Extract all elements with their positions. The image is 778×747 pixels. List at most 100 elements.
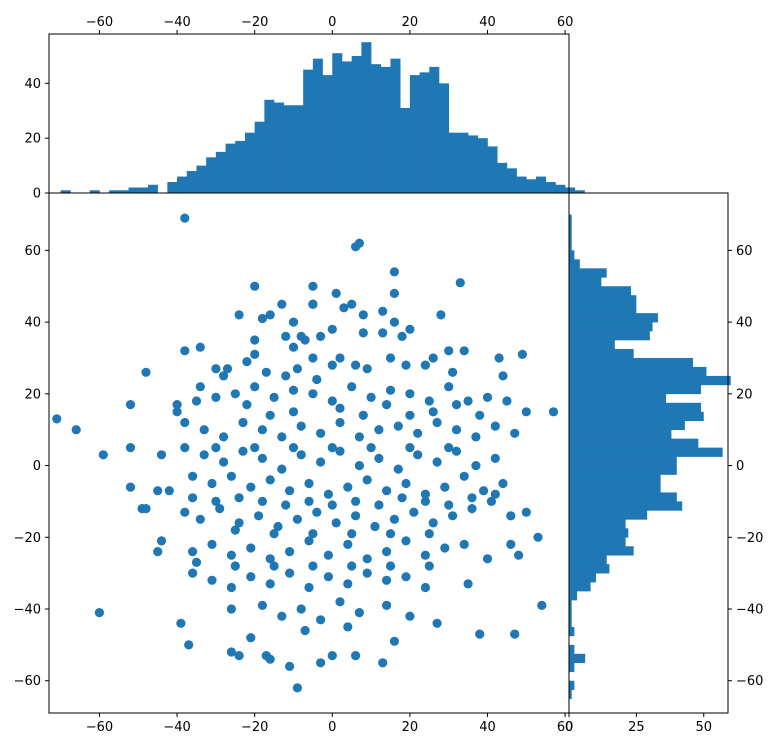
right-histogram-bar xyxy=(569,573,596,583)
scatter-point xyxy=(459,346,469,356)
right-histogram-bar xyxy=(569,564,610,574)
scatter-point xyxy=(347,561,357,571)
top-histogram-bar xyxy=(429,66,440,193)
scatter-point xyxy=(362,475,372,485)
scatter-point xyxy=(548,407,559,417)
scatter-point xyxy=(180,507,190,517)
right-y-tick-label: 0 xyxy=(736,459,744,474)
top-histogram-bar xyxy=(332,53,343,193)
scatter-point xyxy=(436,310,446,320)
scatter-point xyxy=(370,521,380,532)
right-x-tick-label: 50 xyxy=(695,720,712,735)
x-tick-label: −60 xyxy=(86,720,113,735)
top-histogram-bar xyxy=(506,168,517,193)
scatter-point xyxy=(316,615,326,625)
scatter-point xyxy=(366,392,376,402)
right-histogram-bar xyxy=(569,537,626,547)
scatter-point xyxy=(156,536,167,546)
right-histogram-bar xyxy=(569,617,572,628)
y-tick-label: 40 xyxy=(24,316,41,331)
scatter-point xyxy=(378,306,388,316)
scatter-point xyxy=(261,367,271,377)
right-histogram-bar xyxy=(569,357,693,368)
scatter-point xyxy=(482,392,493,402)
scatter-point xyxy=(265,554,275,564)
scatter-point xyxy=(448,511,458,521)
right-histogram-bar xyxy=(569,501,683,511)
scatter-point xyxy=(273,521,283,532)
right-histogram-bar xyxy=(569,277,602,287)
scatter-point xyxy=(382,400,392,410)
scatter-point xyxy=(401,572,411,582)
top-histogram-bar xyxy=(371,64,382,193)
right-histogram-bar xyxy=(569,304,637,314)
scatter-point xyxy=(537,600,547,611)
scatter-point xyxy=(389,514,399,524)
scatter-point xyxy=(405,443,415,453)
top-histogram-bar xyxy=(487,146,498,193)
scatter-point xyxy=(335,446,345,456)
top-histogram-bar xyxy=(128,187,139,193)
right-histogram-bars xyxy=(569,214,731,699)
right-histogram-bar xyxy=(569,286,631,296)
right-histogram-bar xyxy=(569,662,575,673)
right-histogram-bar xyxy=(569,268,607,278)
scatter-point xyxy=(265,410,275,420)
top-histogram-bar xyxy=(361,42,372,193)
scatter-point xyxy=(52,414,62,424)
scatter-point xyxy=(199,425,209,435)
scatter-point xyxy=(385,529,396,539)
y-tick-label: 20 xyxy=(24,387,41,402)
top-histogram-bar xyxy=(312,58,323,193)
scatter-point xyxy=(343,579,353,589)
scatter-point xyxy=(257,600,267,611)
scatter-point xyxy=(506,539,516,550)
right-histogram-bar xyxy=(569,375,731,386)
scatter-point xyxy=(448,367,458,377)
top-histogram-bar xyxy=(215,151,226,193)
scatter-point xyxy=(463,579,473,589)
scatter-point xyxy=(467,493,477,503)
scatter-point xyxy=(308,299,318,309)
scatter-point xyxy=(257,496,267,506)
scatter-point xyxy=(211,392,221,402)
top-histogram-bar xyxy=(89,190,100,193)
right-y-tick-label: 20 xyxy=(736,387,753,402)
scatter-point xyxy=(343,622,353,632)
scatter-point xyxy=(304,478,314,489)
right-y-tick-label: −40 xyxy=(736,603,763,618)
right-histogram-bar xyxy=(569,295,637,305)
scatter-point xyxy=(343,482,353,492)
top-histogram-bar xyxy=(225,143,236,193)
right-histogram-bar xyxy=(569,411,704,422)
right-histogram-bar xyxy=(569,241,572,251)
top-histogram-bar xyxy=(118,190,129,193)
scatter-point xyxy=(521,407,531,417)
scatter-point xyxy=(451,446,462,456)
right-histogram-bar xyxy=(569,214,572,224)
top-y-tick-label: 20 xyxy=(24,132,41,147)
scatter-point xyxy=(207,575,217,585)
scatter-point xyxy=(351,360,361,370)
scatter-point xyxy=(219,371,229,381)
scatter-point xyxy=(180,417,190,428)
scatter-point xyxy=(141,504,151,514)
top-histogram-bar xyxy=(293,105,304,193)
scatter-point xyxy=(440,543,450,553)
right-histogram-bar xyxy=(569,626,575,637)
scatter-point xyxy=(292,683,302,693)
scatter-point xyxy=(413,428,423,438)
scatter-point xyxy=(195,342,205,352)
scatter-point xyxy=(428,518,438,528)
scatter-point xyxy=(327,500,337,510)
right-histogram-bar xyxy=(569,483,661,493)
scatter-point xyxy=(351,242,361,252)
right-histogram-bar xyxy=(569,349,634,359)
scatter-point xyxy=(471,461,481,471)
scatter-point xyxy=(250,349,260,359)
scatter-point xyxy=(343,539,353,550)
scatter-point xyxy=(188,493,198,503)
right-histogram-bar xyxy=(569,250,575,260)
scatter-point xyxy=(195,514,205,524)
scatter-point xyxy=(498,478,508,489)
